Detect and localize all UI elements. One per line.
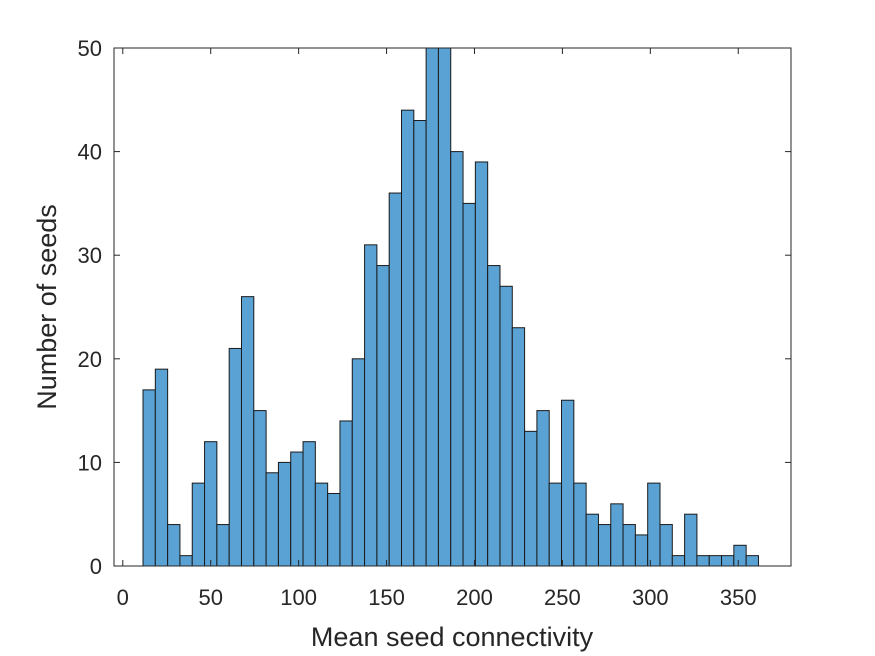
- y-tick-label: 40: [78, 140, 102, 165]
- histogram-bar: [721, 555, 735, 567]
- histogram-bar: [708, 555, 723, 567]
- histogram-bar: [179, 555, 193, 567]
- histogram-bar: [425, 47, 439, 567]
- histogram-bar: [597, 524, 612, 567]
- histogram-bar: [548, 482, 563, 567]
- x-tick-label: 0: [117, 585, 129, 610]
- histogram-bar: [413, 120, 427, 567]
- histogram-bar: [265, 472, 279, 567]
- histogram-bar: [536, 410, 550, 567]
- y-tick-label: 20: [78, 347, 102, 372]
- histogram-bar: [499, 285, 513, 567]
- histogram-bar: [437, 47, 452, 567]
- histogram-bar: [277, 461, 292, 567]
- x-tick-label: 100: [280, 585, 317, 610]
- histogram-bar: [474, 161, 489, 567]
- x-axis-label: Mean seed connectivity: [311, 622, 594, 652]
- histogram-bar: [573, 482, 587, 567]
- histogram-bar: [364, 244, 378, 567]
- histogram-bar: [228, 347, 242, 567]
- histogram-bar: [388, 192, 403, 567]
- x-tick-label: 250: [544, 585, 581, 610]
- histogram-bar: [314, 482, 329, 567]
- histogram-bar: [561, 399, 575, 567]
- histogram-bar: [511, 327, 526, 567]
- histogram-bar: [733, 544, 747, 567]
- histogram-bar: [696, 555, 710, 567]
- x-tick-label: 300: [632, 585, 669, 610]
- histogram-bar: [524, 430, 538, 567]
- histogram-bar: [684, 513, 698, 567]
- histogram-bar: [462, 202, 476, 567]
- y-tick-label: 50: [78, 36, 102, 61]
- y-tick-label: 10: [78, 450, 102, 475]
- histogram-bar: [167, 524, 181, 567]
- x-axis-ticks: 0 50 100 150 200 250 300 350: [117, 48, 757, 610]
- plot-frame: [113, 47, 792, 567]
- x-tick-label: 200: [456, 585, 493, 610]
- histogram-bar: [659, 524, 673, 567]
- histogram-bar: [585, 513, 599, 567]
- x-tick-label: 350: [720, 585, 757, 610]
- histogram-bar: [450, 151, 464, 567]
- histogram-bar: [253, 410, 267, 567]
- histogram-bar: [142, 389, 156, 567]
- histogram-bar: [647, 482, 661, 567]
- x-tick-label: 150: [368, 585, 405, 610]
- histogram-bar: [302, 441, 316, 567]
- histogram-bar: [401, 109, 415, 567]
- histogram-bar: [376, 265, 390, 567]
- histogram-bar: [339, 420, 353, 567]
- x-tick-label: 50: [198, 585, 222, 610]
- histogram-bar: [327, 492, 341, 567]
- histogram-bar: [351, 358, 366, 567]
- histogram-bar: [610, 503, 624, 567]
- y-axis-label: Number of seeds: [32, 204, 62, 410]
- histogram-bar: [487, 265, 501, 567]
- histogram-bar: [191, 482, 206, 567]
- histogram-bar: [240, 296, 255, 567]
- histogram-bar: [216, 524, 230, 567]
- bars-group: [142, 47, 759, 567]
- histogram-bar: [622, 524, 636, 567]
- histogram-bar: [290, 451, 304, 567]
- y-tick-label: 0: [90, 554, 102, 579]
- histogram-bar: [154, 368, 169, 567]
- histogram-bar: [745, 555, 759, 567]
- histogram-bar: [634, 534, 649, 567]
- y-tick-label: 30: [78, 243, 102, 268]
- y-axis-ticks: 0 10 20 30 40 50: [78, 36, 791, 579]
- histogram-bar: [204, 441, 218, 567]
- histogram-bar: [671, 555, 686, 567]
